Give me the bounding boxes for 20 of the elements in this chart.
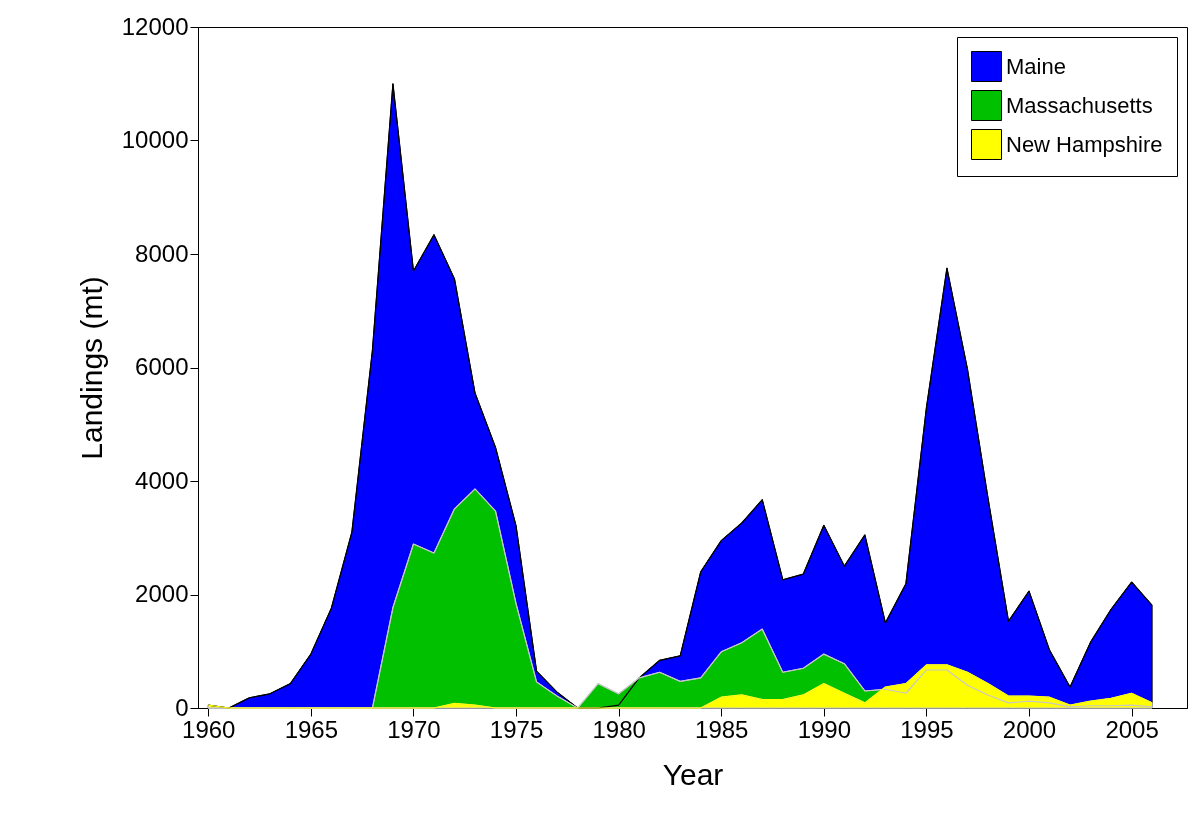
legend-label: Massachusetts: [1006, 92, 1153, 118]
y-tick-label: 4000: [135, 466, 189, 494]
x-axis-title: Year: [662, 757, 724, 791]
x-tick-label: 1990: [797, 715, 852, 743]
y-tick-label: 2000: [135, 580, 189, 607]
y-tick-label: 6000: [135, 353, 189, 380]
y-tick-label: 8000: [135, 239, 189, 267]
x-tick-label: 1995: [900, 715, 954, 743]
legend-label: New Hampshire: [1006, 131, 1163, 157]
y-tick-label: 10000: [121, 126, 189, 153]
x-tick-label: 2005: [1105, 715, 1159, 743]
x-tick-label: 1980: [592, 715, 646, 743]
x-tick-label: 1970: [387, 715, 441, 743]
x-tick-label: 1985: [695, 715, 749, 743]
y-axis-title: Landings (mt): [74, 276, 108, 460]
x-tick-label: 2000: [1002, 715, 1057, 743]
y-tick-label: 12000: [121, 12, 189, 40]
x-tick-label: 1965: [284, 715, 339, 743]
x-tick-label: 1975: [489, 715, 544, 743]
legend-label: Maine: [1006, 53, 1066, 79]
